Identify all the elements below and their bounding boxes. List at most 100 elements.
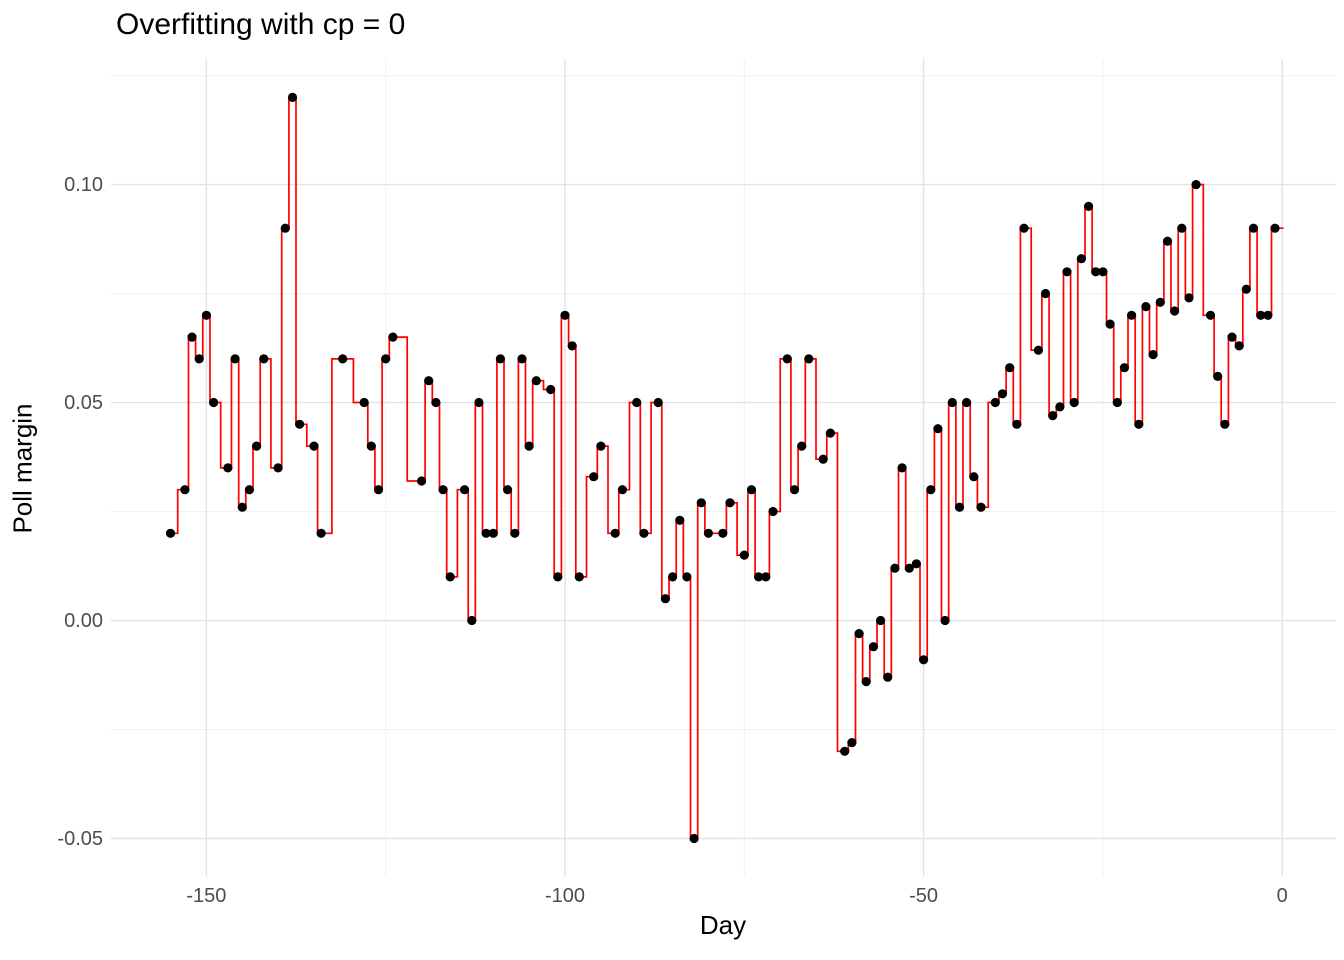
data-point bbox=[847, 738, 857, 748]
data-point bbox=[1248, 223, 1259, 233]
data-point bbox=[1098, 267, 1108, 277]
data-point bbox=[1148, 350, 1158, 360]
data-point bbox=[689, 833, 699, 844]
data-point bbox=[165, 528, 176, 538]
data-point bbox=[1134, 419, 1144, 429]
data-point bbox=[1033, 345, 1043, 355]
data-point bbox=[1177, 223, 1187, 233]
data-point bbox=[1119, 363, 1129, 373]
data-point bbox=[209, 397, 219, 408]
data-point bbox=[789, 485, 800, 495]
data-point bbox=[1040, 288, 1051, 299]
data-point bbox=[388, 332, 398, 342]
data-point bbox=[417, 476, 427, 486]
regression-step-line bbox=[170, 96, 1284, 840]
data-point bbox=[287, 92, 298, 102]
data-point bbox=[668, 572, 678, 582]
data-point bbox=[187, 332, 197, 342]
data-point bbox=[639, 528, 649, 538]
data-point bbox=[381, 354, 391, 364]
data-point bbox=[1162, 236, 1173, 246]
data-point bbox=[230, 354, 240, 364]
data-point bbox=[825, 428, 836, 438]
data-point bbox=[531, 376, 541, 386]
data-point bbox=[804, 354, 814, 364]
data-point bbox=[890, 563, 900, 573]
data-point bbox=[682, 572, 692, 582]
data-point bbox=[445, 572, 455, 582]
data-point bbox=[574, 572, 584, 582]
data-point bbox=[589, 472, 599, 482]
data-point bbox=[990, 397, 1000, 408]
data-point bbox=[947, 397, 957, 408]
data-point bbox=[553, 572, 563, 582]
data-point bbox=[338, 354, 348, 364]
y-tick-label: 0.05 bbox=[64, 391, 103, 414]
data-point bbox=[768, 506, 778, 517]
data-point bbox=[273, 463, 283, 473]
data-point bbox=[725, 498, 735, 508]
data-point bbox=[653, 397, 663, 408]
y-tick-label: 0.10 bbox=[64, 173, 103, 196]
data-point bbox=[904, 563, 914, 573]
x-tick-label: -100 bbox=[544, 885, 585, 907]
data-point bbox=[883, 672, 893, 682]
data-points bbox=[165, 92, 1280, 844]
data-point bbox=[1127, 310, 1137, 320]
data-point bbox=[854, 629, 864, 639]
data-point bbox=[926, 485, 936, 495]
data-point bbox=[237, 502, 247, 512]
data-point bbox=[818, 454, 828, 464]
data-point bbox=[1256, 310, 1266, 320]
data-point bbox=[761, 572, 771, 582]
data-point bbox=[1062, 267, 1072, 277]
data-point bbox=[510, 528, 520, 538]
data-point bbox=[876, 615, 886, 626]
data-point bbox=[488, 528, 498, 538]
data-point bbox=[244, 485, 254, 495]
data-point bbox=[1048, 411, 1058, 421]
data-point bbox=[517, 354, 527, 364]
data-point bbox=[1005, 363, 1015, 373]
data-point bbox=[1213, 371, 1223, 381]
data-point bbox=[739, 550, 749, 560]
y-axis-title: Poll margin bbox=[7, 403, 38, 534]
data-point bbox=[746, 485, 757, 495]
data-point bbox=[675, 515, 685, 525]
data-point bbox=[194, 354, 204, 364]
data-point bbox=[316, 528, 326, 538]
data-point bbox=[861, 677, 871, 687]
data-point bbox=[911, 559, 922, 569]
x-tick-label: 0 bbox=[1276, 885, 1288, 907]
data-point bbox=[495, 354, 505, 364]
data-point bbox=[696, 498, 706, 508]
data-point bbox=[1019, 223, 1029, 233]
data-point bbox=[1205, 310, 1216, 320]
data-point bbox=[1155, 297, 1165, 307]
data-point bbox=[460, 485, 470, 495]
data-point bbox=[1084, 201, 1094, 211]
data-point bbox=[919, 655, 929, 665]
data-point bbox=[359, 397, 369, 408]
data-point bbox=[868, 642, 879, 652]
data-point bbox=[295, 419, 305, 429]
data-point bbox=[897, 463, 907, 473]
y-tick-label: 0.00 bbox=[64, 609, 103, 632]
data-point bbox=[976, 502, 986, 512]
data-point bbox=[1191, 180, 1201, 190]
data-point bbox=[373, 485, 384, 495]
minor-gridlines bbox=[111, 59, 1336, 876]
data-point bbox=[560, 310, 570, 320]
chart-title: Overfitting with cp = 0 bbox=[116, 8, 406, 41]
data-point bbox=[782, 354, 792, 364]
data-point bbox=[718, 528, 728, 538]
data-point bbox=[1234, 341, 1244, 351]
data-point bbox=[546, 384, 556, 395]
data-point bbox=[1270, 223, 1280, 233]
data-point bbox=[467, 615, 477, 626]
data-point bbox=[1012, 419, 1022, 429]
data-point bbox=[424, 376, 434, 386]
data-point bbox=[840, 746, 850, 756]
data-point bbox=[481, 528, 491, 538]
